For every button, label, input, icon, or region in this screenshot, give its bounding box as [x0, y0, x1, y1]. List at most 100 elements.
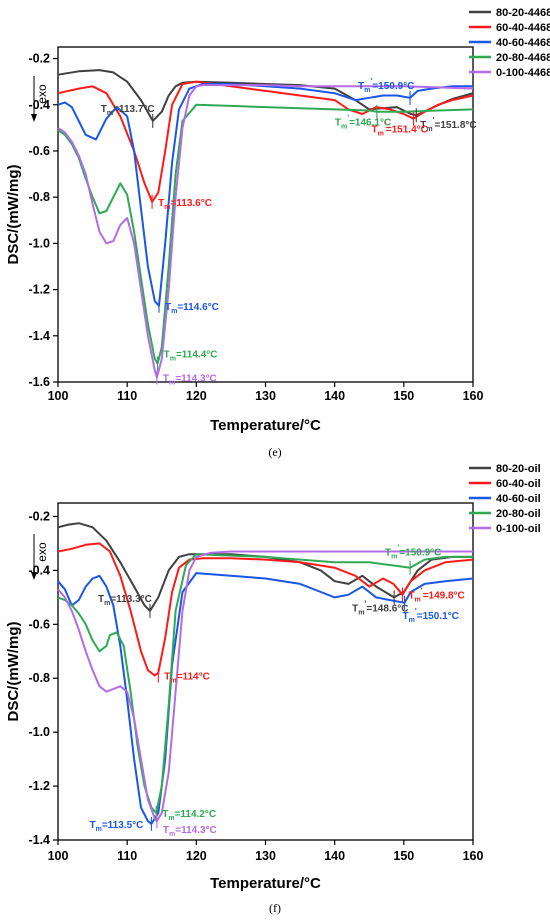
- chart-panel-e: 100 110 120 130 140 150 160 -1.6 -1.4 -1.2 -1.0 -0.…: [5, 7, 550, 459]
- y-axis-title: DSC/(mW/mg): [5, 622, 22, 722]
- annotation-subscript: m: [391, 554, 397, 561]
- peak-annotation: Tm=114°C: [164, 672, 210, 685]
- annotation-symbol: T: [163, 825, 169, 836]
- annotation-value: =150.9°C: [372, 81, 414, 92]
- peak-annotation: Tm'=150.9°C: [358, 77, 414, 94]
- peak-annotation: Tm'=150.1°C: [403, 607, 459, 624]
- legend-entry: 60-40-4468: [496, 22, 550, 34]
- annotation-subscript: m: [168, 815, 174, 822]
- legend-entry: 20-80-oil: [496, 508, 541, 520]
- annotation-symbol: T: [385, 548, 391, 559]
- peak-annotation: Tm=114.4°C: [164, 350, 218, 363]
- annotation-symbol: T: [163, 373, 169, 384]
- exo-arrow-head-icon: [31, 572, 37, 580]
- annotation-symbol: T: [162, 809, 168, 820]
- annotation-value: =150.9°C: [399, 548, 441, 559]
- y-tick-label: -1.6: [28, 375, 50, 389]
- legend-entry: 60-40-oil: [496, 478, 541, 490]
- annotation-value: =148.6°C: [366, 603, 408, 614]
- annotation-subscript: m: [378, 131, 384, 138]
- peak-annotation: Tm=113.3°C: [98, 594, 152, 607]
- annotation-symbol: T: [420, 120, 426, 131]
- annotation-symbol: T: [164, 672, 170, 683]
- annotation-value: =150.1°C: [417, 611, 459, 622]
- annotation-subscript: m: [169, 831, 175, 838]
- x-tick-label: 100: [48, 389, 69, 403]
- annotation-value: =113.3°C: [110, 594, 152, 605]
- peak-annotation: Tm'=146.1°C: [335, 114, 391, 131]
- panel-caption: (f): [269, 901, 281, 915]
- y-tick-label: -1.4: [28, 833, 50, 847]
- y-tick-label: -1.0: [28, 236, 50, 250]
- annotation-value: =114.3°C: [175, 825, 217, 836]
- series-line-40-60-4468: [57, 83, 473, 307]
- annotation-prime: ': [421, 587, 423, 596]
- peak-annotation: Tm'=148.6°C: [352, 599, 408, 616]
- x-tick-label: 110: [117, 849, 137, 863]
- y-tick-label: -0.2: [28, 509, 50, 523]
- peak-annotation: Tm=114.2°C: [162, 809, 216, 822]
- y-tick-label: -1.0: [28, 725, 50, 739]
- annotation-prime: ': [433, 116, 435, 125]
- annotation-value: =113.7°C: [113, 104, 155, 115]
- annotation-subscript: m: [169, 379, 175, 386]
- annotation-subscript: m: [415, 597, 421, 604]
- annotation-prime: ': [397, 544, 399, 553]
- legend-entry: 40-60-4468: [496, 37, 550, 49]
- annotation-value: =114°C: [177, 672, 210, 683]
- series-line-60-40-oil: [57, 542, 474, 677]
- peak-annotation: Tm'=151.4°C: [372, 121, 428, 138]
- x-tick-label: 130: [255, 389, 276, 403]
- annotation-value: =114.4°C: [176, 350, 218, 361]
- exo-arrow-head-icon: [31, 114, 37, 122]
- annotation-subscript: m: [107, 110, 113, 117]
- peak-annotation: Tm=114.3°C: [163, 825, 217, 838]
- peak-annotation: Tm'=151.8°C: [420, 116, 476, 133]
- annotation-subscript: m: [170, 678, 176, 685]
- annotation-value: =146.1°C: [349, 118, 391, 129]
- annotation-value: =113.6°C: [170, 198, 212, 209]
- y-tick-label: -0.6: [28, 144, 50, 158]
- chart-panel-f: 100 110 120 130 140 150 160 -1.4 -1.2 -1.0 -0.8 -0.…: [5, 463, 541, 915]
- y-axis-title: DSC/(mW/mg): [5, 165, 22, 265]
- annotation-prime: ': [415, 607, 417, 616]
- annotation-value: =149.8°C: [423, 591, 465, 602]
- annotation-symbol: T: [165, 302, 171, 313]
- x-tick-label: 120: [186, 389, 207, 403]
- x-axis-title: Temperature/°C: [210, 875, 321, 892]
- y-tick-label: -0.4: [28, 563, 50, 577]
- x-tick-label: 150: [393, 849, 414, 863]
- peak-annotation: Tm=114.6°C: [165, 302, 219, 315]
- annotation-symbol: T: [89, 820, 95, 831]
- y-tick-label: -0.2: [28, 52, 50, 66]
- annotation-subscript: m: [426, 126, 432, 133]
- x-tick-label: 140: [324, 849, 345, 863]
- x-tick-label: 160: [463, 849, 484, 863]
- series-line-20-80-4468: [57, 103, 474, 365]
- x-tick-label: 120: [186, 849, 207, 863]
- peak-annotation: Tm'=149.8°C: [408, 587, 464, 604]
- annotation-symbol: T: [372, 125, 378, 136]
- annotation-subscript: m: [409, 617, 415, 624]
- annotation-value: =113.5°C: [102, 820, 144, 831]
- annotation-value: =114.2°C: [175, 809, 217, 820]
- annotation-symbol: T: [101, 104, 107, 115]
- annotation-subscript: m: [358, 609, 364, 616]
- annotation-symbol: T: [158, 198, 164, 209]
- annotation-symbol: T: [164, 350, 170, 361]
- y-tick-label: -0.8: [28, 190, 50, 204]
- series-line-40-60-oil: [57, 572, 474, 825]
- x-tick-label: 140: [324, 389, 345, 403]
- y-tick-label: -0.8: [28, 671, 50, 685]
- y-tick-label: -1.2: [28, 779, 50, 793]
- annotation-prime: ': [347, 114, 349, 123]
- y-tick-label: -1.2: [28, 283, 50, 297]
- legend-entry: 0-100-oil: [496, 523, 541, 535]
- x-tick-label: 130: [255, 849, 276, 863]
- annotation-prime: ': [364, 599, 366, 608]
- annotation-subscript: m: [96, 826, 102, 833]
- y-tick-label: -1.4: [28, 329, 50, 343]
- legend-entry: 80-20-4468: [496, 7, 550, 19]
- annotation-symbol: T: [358, 81, 364, 92]
- annotation-subscript: m: [164, 204, 170, 211]
